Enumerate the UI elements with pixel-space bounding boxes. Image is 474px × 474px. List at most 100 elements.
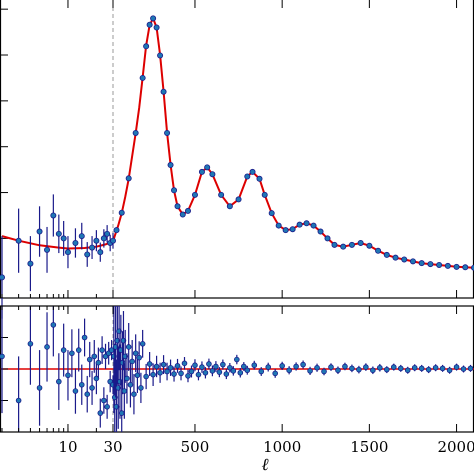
residual-point [192,362,198,369]
data-point [289,226,296,233]
data-point [113,227,120,234]
residual-point [50,322,57,328]
data-point [93,237,100,244]
data-point [167,162,174,169]
residual-point [209,368,216,374]
residual-point [293,363,299,370]
residual-point [60,347,67,353]
data-point [303,220,310,227]
residual-point [153,363,160,370]
x-tick-label: 10 [58,438,77,456]
residual-point [136,354,142,361]
data-point [143,43,150,50]
data-point [171,187,178,194]
data-point [179,211,186,218]
data-point [244,173,251,180]
residual-point [101,397,107,404]
data-point [160,88,167,95]
data-point [164,129,171,136]
data-point [348,241,355,248]
data-point [268,210,275,217]
residual-point [150,371,156,378]
residual-point [251,362,258,369]
data-point [153,24,160,31]
residual-point [206,361,212,367]
data-point [324,235,331,242]
residual-point [384,366,390,373]
data-point [444,262,451,269]
residual-point [127,381,134,388]
residual-point [439,365,446,372]
data-point [60,235,67,242]
residual-point [93,375,100,382]
data-point [317,228,324,235]
data-point [78,233,85,240]
residual-point [237,369,244,376]
residual-point [377,364,383,371]
residual-point [213,363,219,370]
data-point [84,251,91,258]
data-point [409,258,416,265]
residual-point [139,340,146,347]
residual-point [230,368,237,374]
residual-point [157,369,163,376]
residuals-panel [0,305,474,433]
residual-point [460,366,467,372]
x-tick-label: 1500 [350,438,388,456]
residual-point [370,367,376,374]
data-point [331,241,338,248]
residual-point [328,364,334,370]
residual-point [146,361,153,367]
residual-point [131,391,137,398]
residual-point [349,365,355,372]
data-point [296,221,303,228]
residual-point [164,368,170,375]
residual-point [279,363,285,369]
residual-point [227,364,233,371]
data-point [275,222,282,229]
residual-point [188,368,195,375]
residual-point [89,385,95,391]
residual-point [425,366,432,373]
residual-point [160,361,167,368]
residual-point [143,373,149,380]
data-point [97,249,104,256]
data-point [15,237,22,244]
residual-point [65,372,71,379]
residual-point [134,372,141,379]
x-tick-label: 2000 [437,438,474,456]
data-point [256,175,263,182]
residual-point [432,364,439,371]
residual-point [342,363,348,370]
residual-point [99,347,105,353]
data-point [36,228,43,235]
data-point [235,196,242,203]
residual-point [44,344,50,350]
residual-point [72,388,79,394]
residual-point [104,403,110,410]
residual-point [356,366,362,373]
residual-point [124,375,130,382]
residual-point [202,369,209,376]
residual-point [167,364,174,371]
residual-point [453,364,460,370]
residual-point [138,385,144,391]
residual-point [95,359,102,366]
residual-point [81,334,88,341]
data-point [0,274,5,281]
residual-point [27,340,34,347]
data-point [366,242,373,249]
data-point [453,263,460,270]
data-point [427,261,434,268]
data-point [157,52,164,59]
residual-point [181,360,188,367]
main-panel [0,0,474,319]
data-point [72,239,79,246]
x-tick-label: 1000 [263,438,301,456]
residual-point [300,361,306,368]
x-tick-label: 30 [103,438,122,456]
residual-point [240,363,247,370]
data-point [89,244,96,251]
data-point [110,237,117,244]
